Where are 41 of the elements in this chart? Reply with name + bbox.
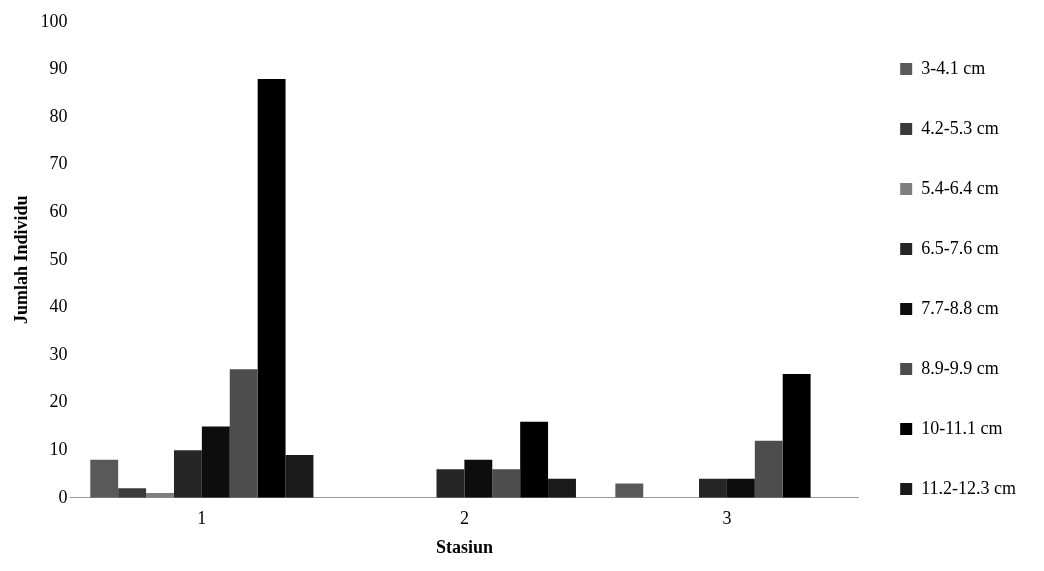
bar xyxy=(615,483,644,498)
bar xyxy=(699,478,727,498)
x-tick-label: 3 xyxy=(722,508,732,529)
bar xyxy=(492,469,521,498)
x-axis-title: Stasiun xyxy=(435,536,493,557)
bar xyxy=(173,450,202,498)
x-tick-label: 1 xyxy=(197,508,207,529)
bar xyxy=(548,478,576,498)
bar xyxy=(754,440,783,498)
y-tick-label: 70 xyxy=(49,153,68,174)
legend-label: 7.7-8.8 cm xyxy=(921,297,999,318)
bar xyxy=(436,469,465,498)
bar xyxy=(229,369,258,498)
bar xyxy=(464,459,493,498)
legend-label: 5.4-6.4 cm xyxy=(921,177,999,198)
y-tick-label: 50 xyxy=(49,248,68,269)
bar xyxy=(520,421,549,498)
bar xyxy=(285,454,314,498)
bar xyxy=(90,459,119,498)
bar xyxy=(118,488,147,498)
legend-label: 10-11.1 cm xyxy=(921,417,1003,438)
y-tick-label: 0 xyxy=(58,486,68,507)
legend-label: 8.9-9.9 cm xyxy=(921,357,999,378)
x-tick-label: 2 xyxy=(459,508,469,529)
y-tick-label: 100 xyxy=(40,10,68,31)
y-tick-label: 30 xyxy=(49,343,68,364)
bar xyxy=(782,374,811,498)
bar xyxy=(201,426,230,498)
legend-label: 11.2-12.3 cm xyxy=(921,477,1017,498)
y-tick-label: 60 xyxy=(49,200,68,221)
y-tick-label: 10 xyxy=(49,438,68,459)
y-axis-title: Jumlah Individu xyxy=(11,195,32,325)
bar xyxy=(726,478,755,498)
legend-label: 4.2-5.3 cm xyxy=(921,117,999,138)
y-tick-label: 40 xyxy=(49,296,68,317)
legend-label: 6.5-7.6 cm xyxy=(921,237,999,258)
y-tick-label: 90 xyxy=(49,58,68,79)
y-tick-label: 80 xyxy=(49,105,68,126)
legend-label: 3-4.1 cm xyxy=(921,57,986,78)
y-tick-label: 20 xyxy=(49,391,68,412)
bar xyxy=(257,78,286,498)
